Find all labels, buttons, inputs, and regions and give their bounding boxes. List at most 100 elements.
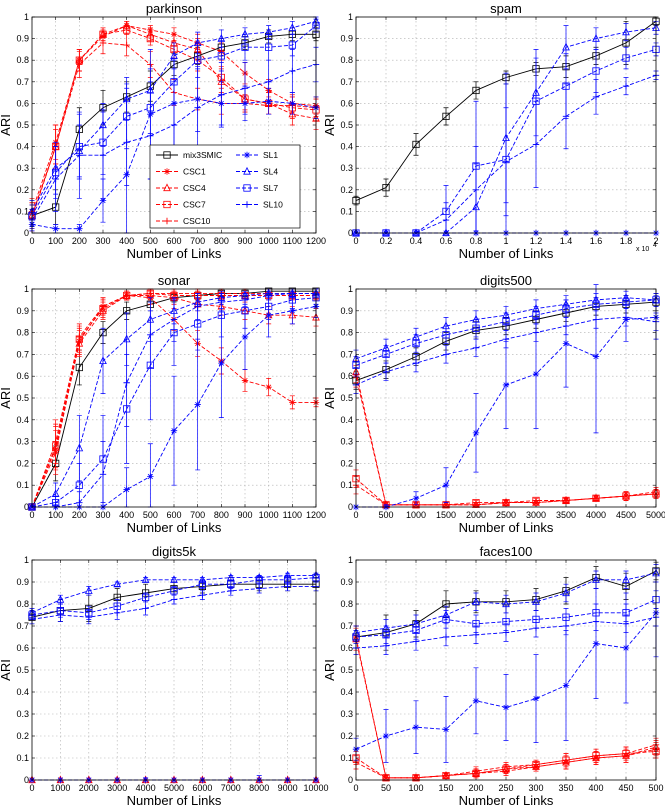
legend-label: mix3SMIC [183,150,222,160]
data-point [622,54,630,62]
error-bar [171,577,177,583]
series-line [355,572,657,634]
data-point [241,296,249,304]
chart-title: sonar [158,273,191,288]
data-point [472,186,480,193]
y-tick-label: 1 [348,284,353,294]
data-point [289,399,296,406]
legend: mix3SMIC SL1 CSC1 SL4 CSC4 SL7 CSC7 SL10 CSC10 [149,144,301,229]
error-bar [623,23,629,42]
legend-item-CSC7: CSC7 [156,200,206,210]
y-tick-label: 0.8 [16,328,29,338]
data-point [412,359,420,367]
legend-marker [243,184,251,192]
data-point [532,329,540,336]
x-tick-label: 1000 [406,510,426,520]
x-tick-label: 800 [214,510,229,520]
data-point [592,300,600,308]
data-point [532,761,540,768]
legend-item-CSC10: CSC10 [156,216,211,226]
x-tick-label: 500 [648,783,663,793]
x-tick-label: 1.4 [560,236,573,246]
x-tick-label: 700 [190,236,205,246]
data-point [532,625,540,632]
data-point [442,772,450,779]
data-point [147,132,154,139]
y-tick-label: 0.3 [340,163,353,173]
data-point [502,704,510,711]
x-exponent-label: x 10 [636,246,649,253]
y-tick-label: 1 [24,12,29,22]
x-tick-label: 0 [29,783,34,793]
y-tick-label: 0 [24,228,29,238]
y-tick-label: 0.8 [340,328,353,338]
x-tick-label: 400 [119,236,134,246]
series-line [355,612,657,750]
y-tick-label: 0.7 [16,77,29,87]
x-tick-label: 0 [353,783,358,793]
x-tick-label: 150 [438,783,453,793]
x-tick-label: 3000 [107,783,127,793]
error-bar [593,570,599,589]
x-axis-label: Number of Links [127,793,222,807]
y-axis-label: ARI [0,387,13,409]
y-tick-label: 0.9 [16,306,29,316]
y-axis-label: ARI [322,659,337,681]
data-point [622,620,630,627]
data-point [472,429,480,437]
y-tick-label: 0 [348,228,353,238]
y-tick-label: 0.3 [16,163,29,173]
y-tick-label: 0.7 [16,349,29,359]
legend-marker [163,183,171,192]
x-tick-label: 300 [95,510,110,520]
data-point [562,622,570,630]
y-axis-label: ARI [322,387,337,409]
y-tick-label: 0.2 [340,185,353,195]
legend-item-mix3SMIC: mix3SMIC [156,150,222,160]
data-point [76,152,83,159]
data-point [75,443,84,452]
legend-marker [243,201,251,208]
data-point [123,26,131,34]
legend-label: SL4 [263,167,278,177]
data-point [76,333,83,341]
error-bar [443,325,449,344]
y-tick-label: 0.2 [16,185,29,195]
data-point [562,340,570,347]
x-tick-label: 2000 [79,783,99,793]
y-axis-label: ARI [0,659,13,681]
data-point [592,93,600,101]
data-point [532,311,540,319]
y-tick-label: 0.1 [340,753,353,763]
y-tick-label: 0.8 [340,55,353,65]
chart-title: digits5k [152,544,197,559]
y-axis-label: ARI [322,114,337,136]
data-point [265,78,272,85]
legend-label: CSC7 [183,200,206,210]
data-point [170,51,178,59]
x-tick-label: 450 [618,783,633,793]
data-point [52,225,59,232]
error-bar [473,592,479,611]
legend-marker [163,168,171,175]
y-tick-label: 0.2 [340,458,353,468]
y-tick-label: 0 [348,775,353,785]
y-tick-label: 0 [24,775,29,785]
data-point [52,438,59,445]
y-tick-label: 0.3 [340,437,353,447]
legend-label: SL7 [263,183,278,193]
error-bar [100,327,106,394]
y-tick-label: 0.8 [16,55,29,65]
data-point [382,184,390,192]
data-point [170,575,178,583]
y-tick-label: 0.4 [340,142,353,152]
data-point [592,752,600,759]
x-axis-label: Number of Links [127,246,222,261]
data-point [75,481,83,489]
error-bar [383,178,389,197]
y-tick-label: 0.4 [16,687,29,697]
x-tick-label: 1100 [283,236,302,246]
data-point [562,113,570,120]
error-bar [473,81,479,100]
chart-digits5k: 0 1000 2000 3000 4000 5000 6000 7000 8000 9000 100… [0,544,329,807]
